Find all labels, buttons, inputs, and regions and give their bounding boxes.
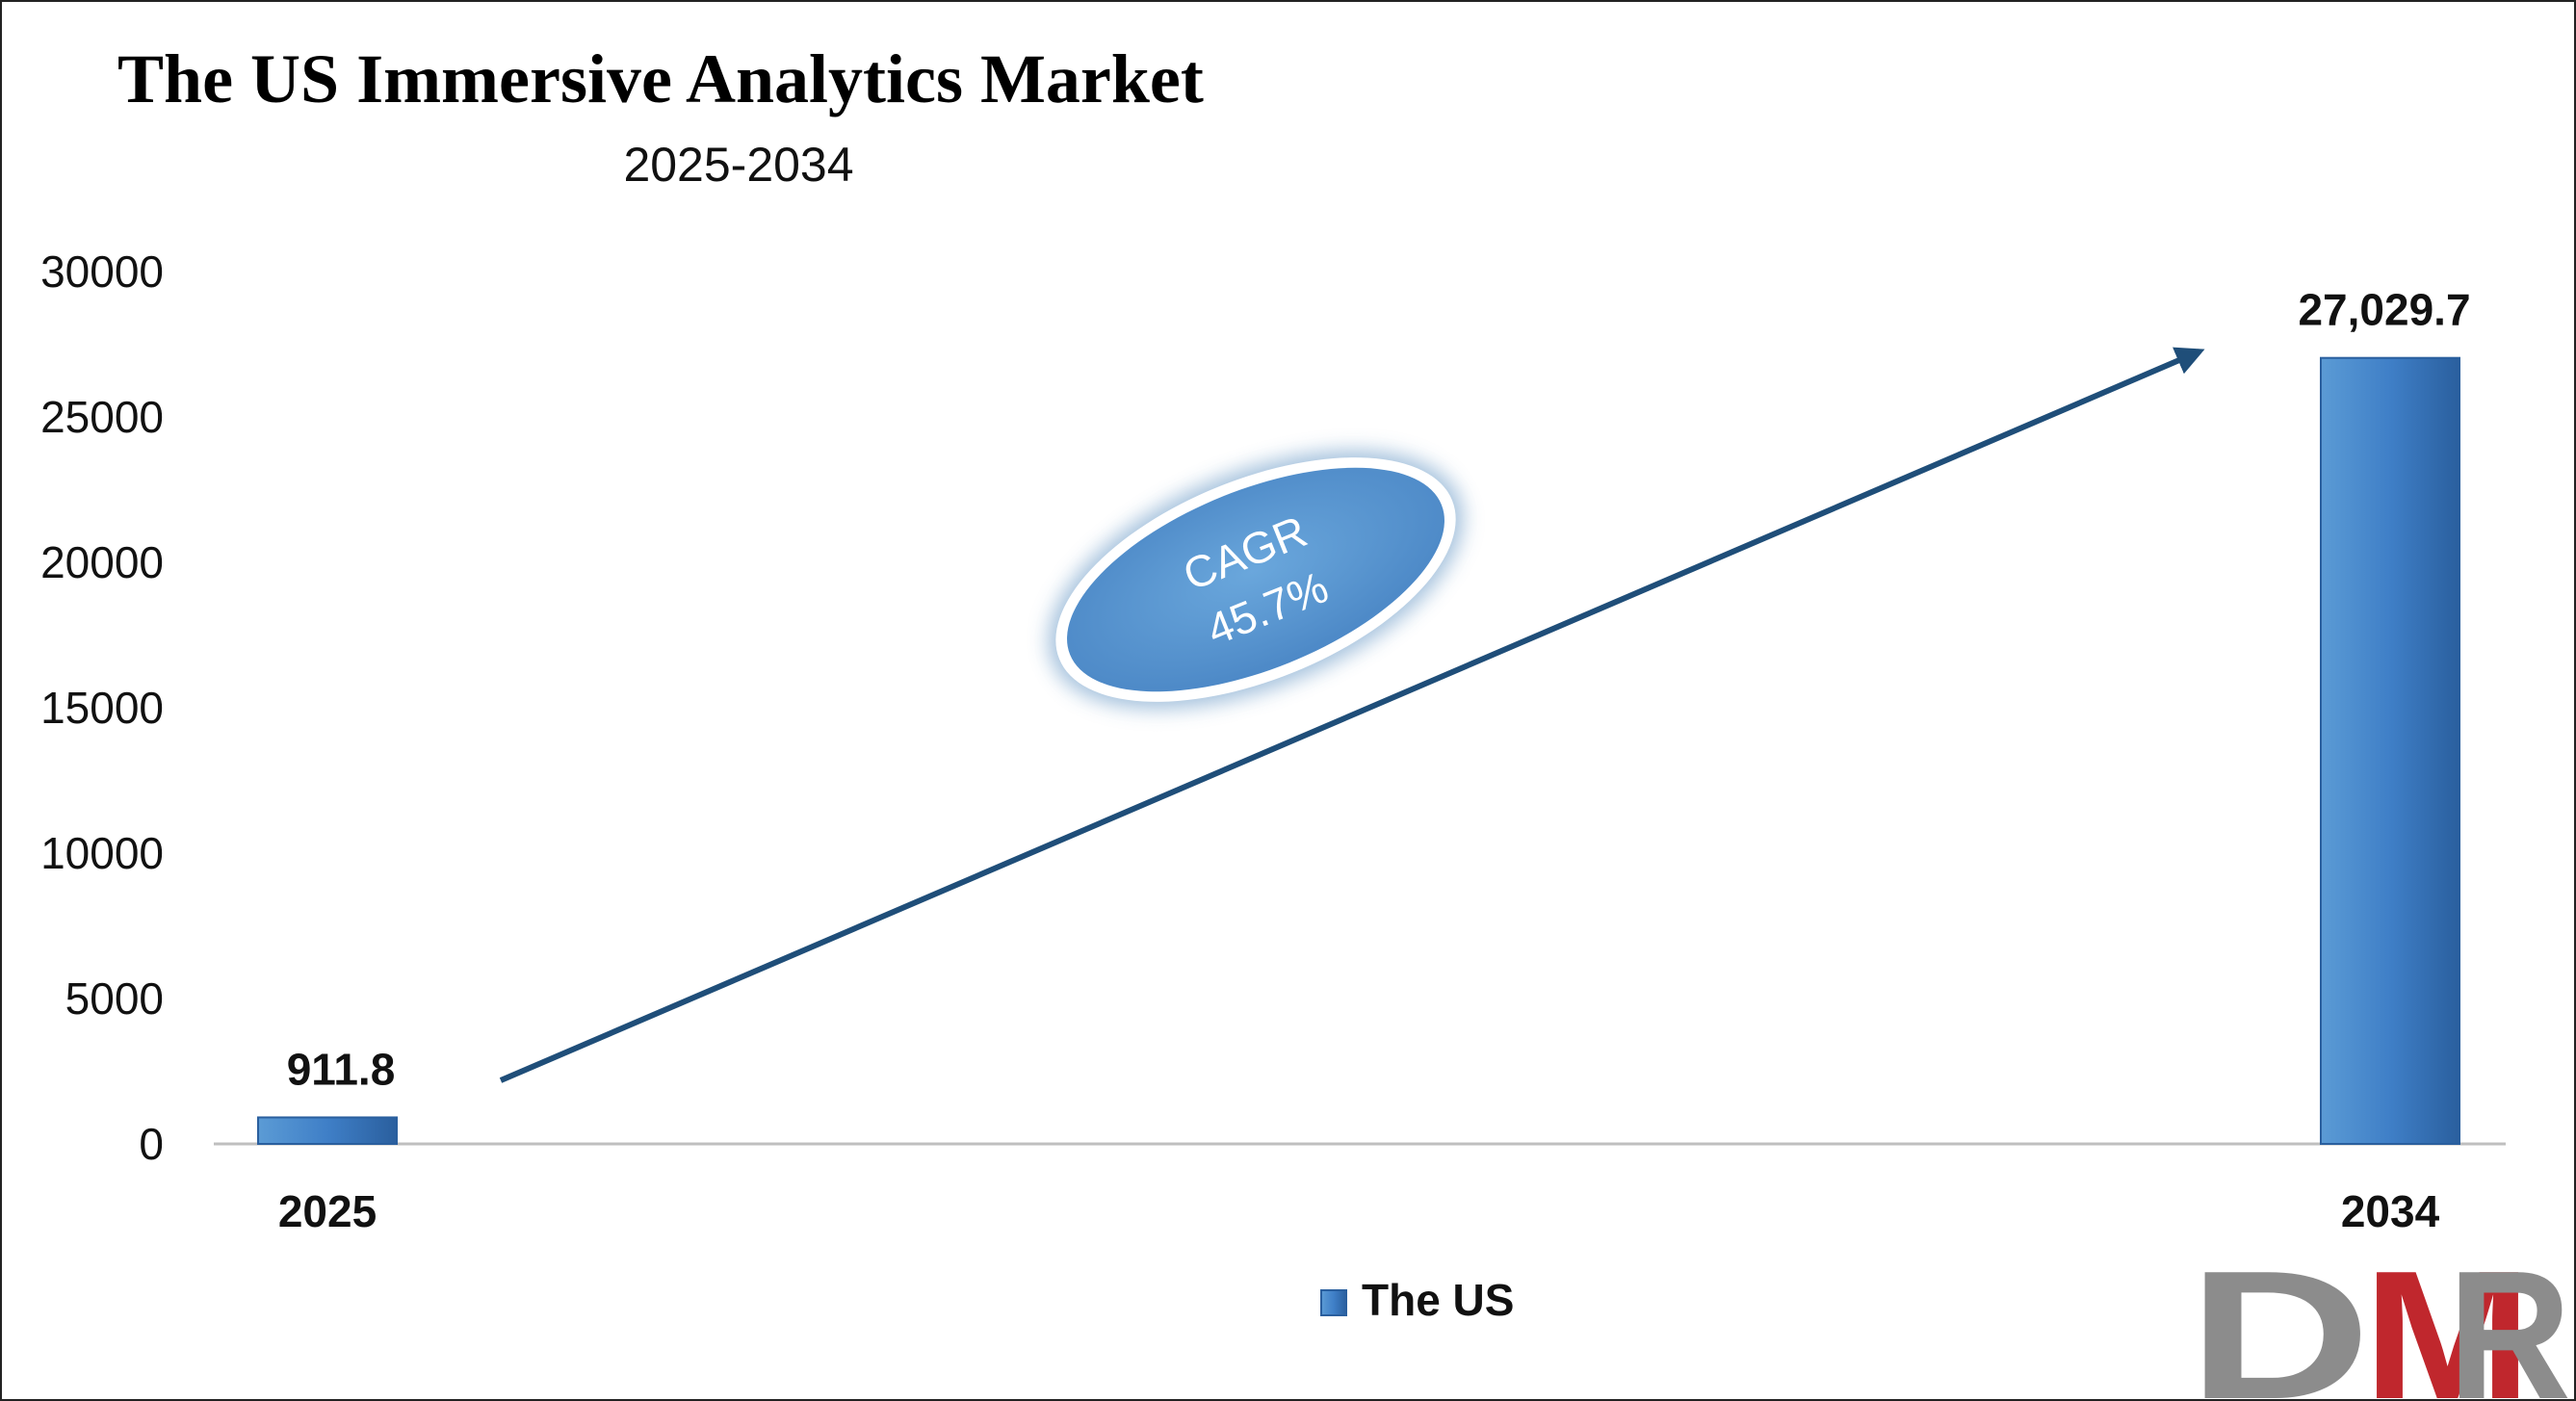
svg-text:D: D	[2188, 1233, 2371, 1399]
y-tick-label: 30000	[40, 246, 164, 297]
svg-text:M: M	[2363, 1233, 2532, 1399]
x-tick-label: 2034	[2341, 1186, 2440, 1236]
chart-title: The US Immersive Analytics Market	[117, 40, 1204, 117]
dmr-logo: D M R R	[2188, 1233, 2571, 1399]
trend-arrow	[499, 347, 2205, 1083]
bar-2034	[2320, 356, 2460, 1145]
y-tick-label: 0	[139, 1119, 164, 1169]
legend-swatch	[1320, 1289, 1347, 1316]
y-axis-ticks: 0 5000 10000 15000 20000 25000 30000	[40, 246, 164, 1169]
y-tick-label: 15000	[40, 683, 164, 733]
data-label-2025: 911.8	[287, 1044, 396, 1094]
y-tick-label: 5000	[65, 973, 164, 1024]
svg-text:R: R	[2448, 1233, 2571, 1399]
bar-2025	[257, 1116, 398, 1145]
bars: 911.8 2025 27,029.7 2034	[257, 285, 2471, 1236]
cagr-badge: CAGR 45.7%	[1048, 450, 1464, 710]
y-tick-label: 10000	[40, 828, 164, 878]
chart-subtitle: 2025-2034	[623, 138, 853, 192]
legend: The US	[1320, 1275, 1514, 1325]
legend-label: The US	[1362, 1275, 1514, 1325]
x-tick-label: 2025	[278, 1186, 377, 1236]
y-tick-label: 20000	[40, 537, 164, 587]
y-tick-label: 25000	[40, 392, 164, 442]
data-label-2034: 27,029.7	[2298, 285, 2470, 335]
